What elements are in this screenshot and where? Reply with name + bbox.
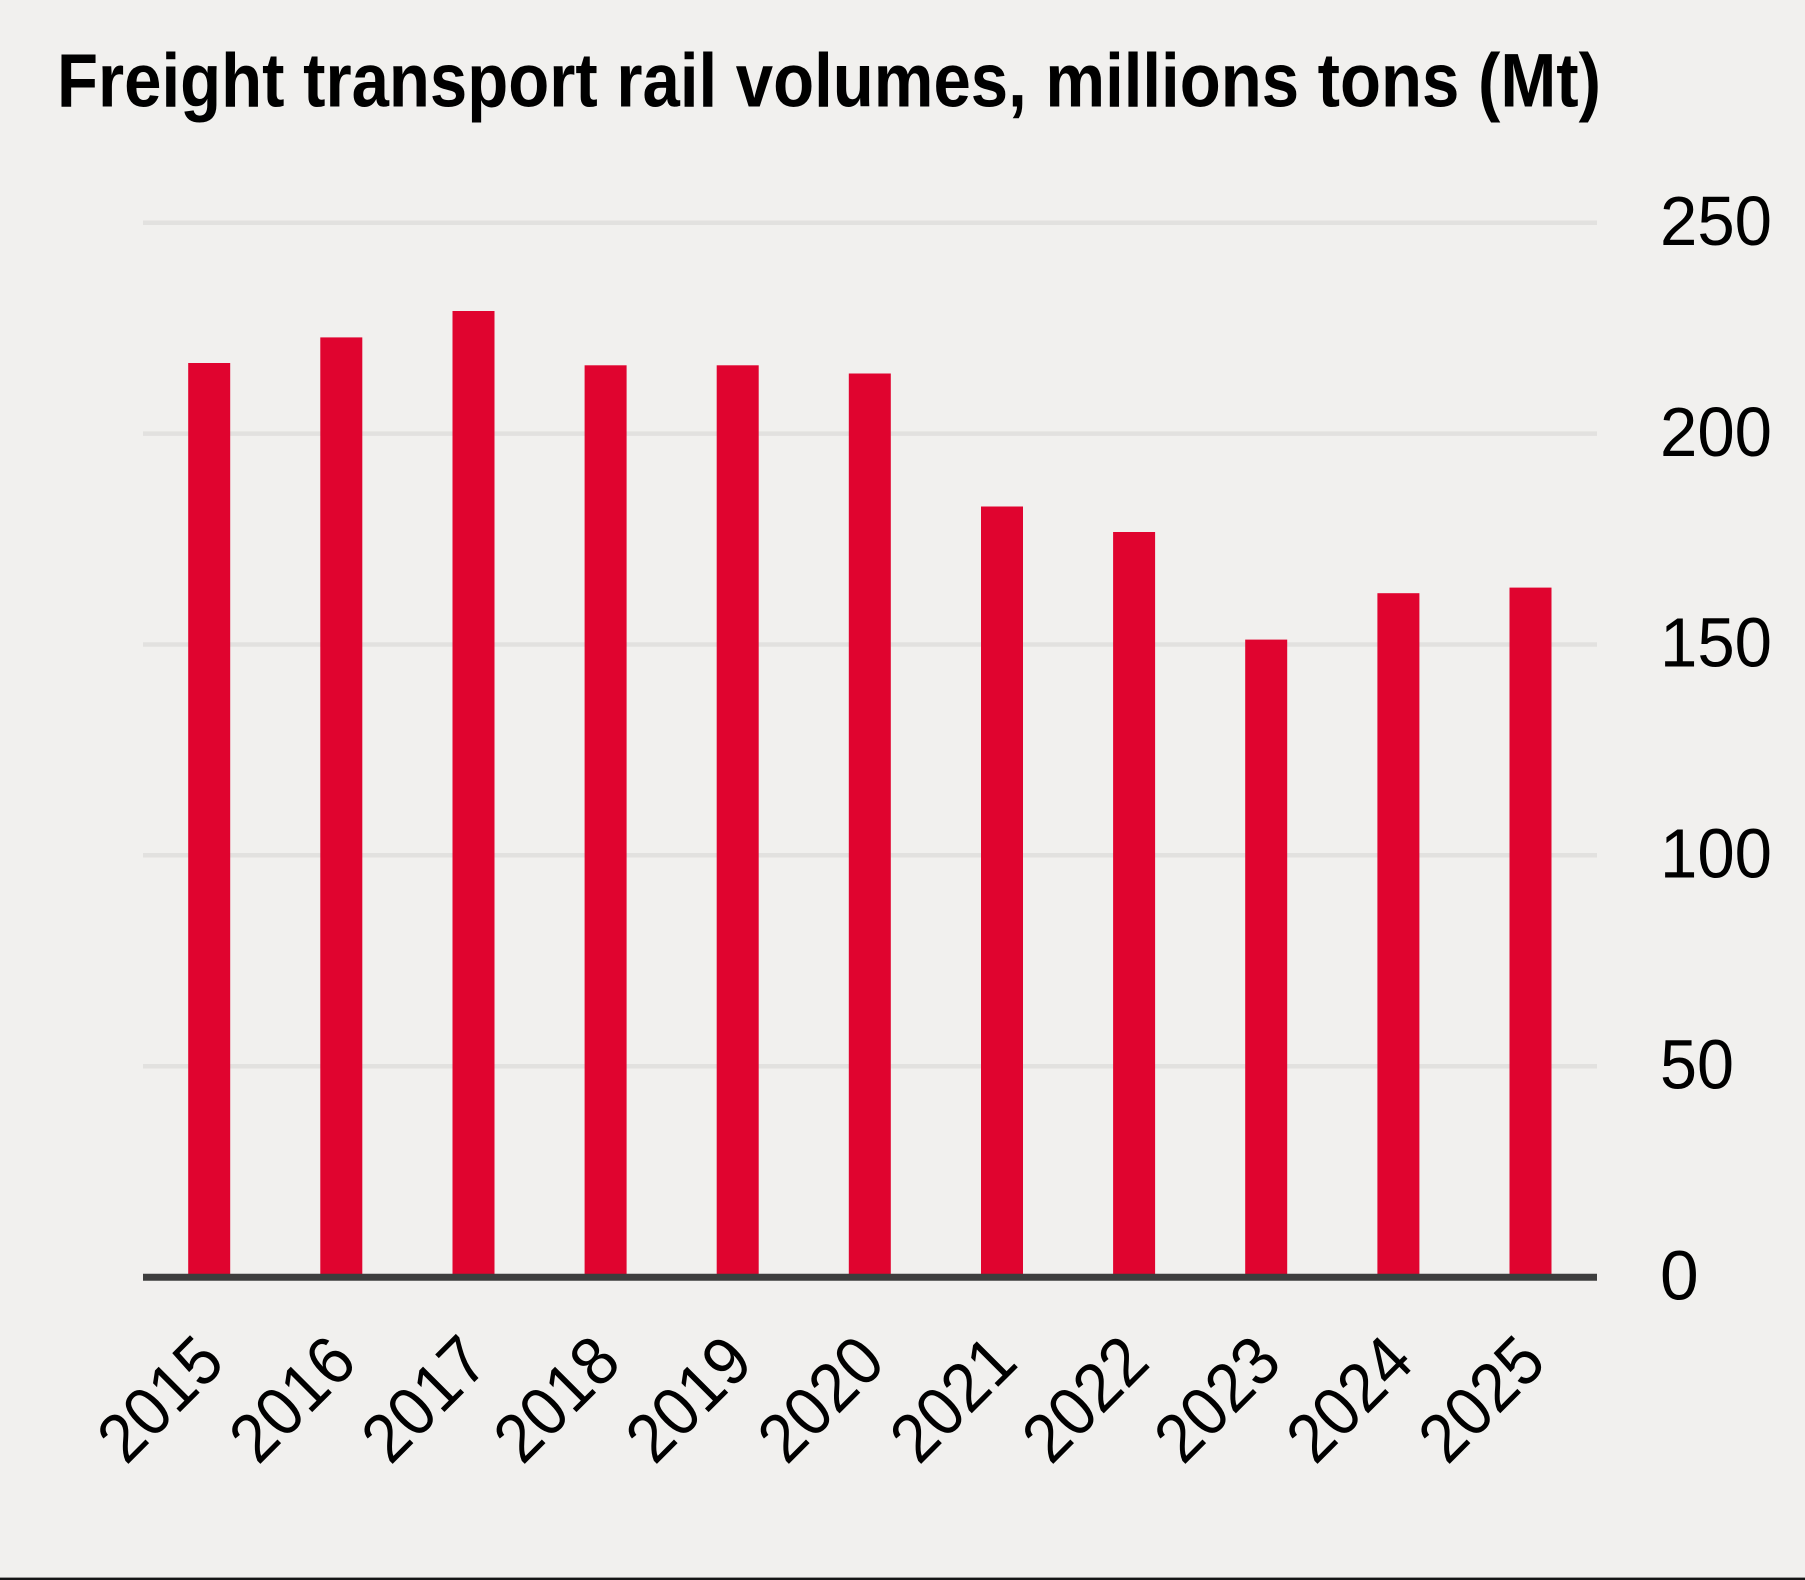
svg-text:0: 0 — [1660, 1236, 1699, 1314]
svg-text:150: 150 — [1660, 604, 1772, 682]
svg-text:Freight transport rail volumes: Freight transport rail volumes, millions… — [57, 39, 1601, 124]
svg-text:250: 250 — [1660, 182, 1772, 260]
svg-text:50: 50 — [1660, 1025, 1734, 1103]
svg-text:200: 200 — [1660, 393, 1772, 471]
svg-text:100: 100 — [1660, 815, 1772, 893]
